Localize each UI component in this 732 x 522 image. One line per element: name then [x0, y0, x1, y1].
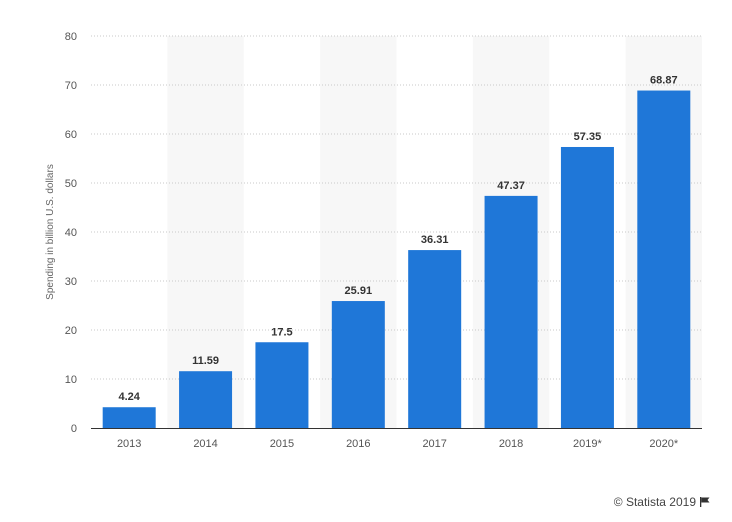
data-label: 57.35 — [574, 131, 602, 143]
data-label: 68.87 — [650, 75, 678, 87]
x-tick-label: 2020* — [649, 438, 678, 450]
data-label: 47.37 — [497, 180, 525, 192]
y-tick-label: 60 — [65, 129, 77, 141]
y-tick-label: 40 — [65, 227, 77, 239]
copyright-text: © Statista 2019 — [613, 495, 696, 509]
footer: © Statista 2019 — [614, 495, 710, 509]
y-tick-label: 80 — [65, 31, 77, 43]
x-tick-label: 2017 — [422, 438, 446, 450]
data-label: 17.5 — [271, 326, 292, 338]
x-tick-label: 2016 — [346, 438, 370, 450]
y-axis-label: Spending in billion U.S. dollars — [45, 164, 56, 300]
data-label: 4.24 — [118, 391, 140, 403]
y-tick-label: 0 — [71, 423, 77, 435]
x-axis-ticks: 2013 2014 2015 2016 2017 2018 2019* 2020* — [117, 438, 679, 450]
x-tick-label: 2019* — [573, 438, 602, 450]
data-labels: 4.24 11.59 17.5 25.91 36.31 47.37 57.35 68.87 — [118, 75, 677, 404]
x-tick-label: 2013 — [117, 438, 141, 450]
y-tick-label: 30 — [65, 276, 77, 288]
y-tick-label: 70 — [65, 80, 77, 92]
y-tick-label: 10 — [65, 374, 77, 386]
bar-2017[interactable] — [408, 250, 462, 428]
flag-icon[interactable] — [700, 497, 710, 507]
data-label: 36.31 — [421, 234, 449, 246]
bar-2015[interactable] — [255, 342, 309, 428]
bar-2018[interactable] — [484, 195, 538, 428]
x-tick-label: 2014 — [193, 438, 217, 450]
data-label: 25.91 — [345, 285, 373, 297]
bars — [102, 90, 691, 429]
x-tick-label: 2015 — [270, 438, 294, 450]
bar-2014[interactable] — [179, 371, 233, 428]
y-tick-label: 50 — [65, 178, 77, 190]
x-tick-label: 2018 — [499, 438, 523, 450]
y-axis-ticks: 0 10 20 30 40 50 60 70 80 — [65, 31, 77, 435]
bar-2019[interactable] — [560, 146, 614, 429]
bar-2020[interactable] — [637, 90, 691, 429]
bar-2013[interactable] — [102, 407, 156, 428]
data-label: 11.59 — [192, 355, 219, 367]
y-tick-label: 20 — [65, 325, 77, 337]
bar-2016[interactable] — [331, 301, 385, 428]
